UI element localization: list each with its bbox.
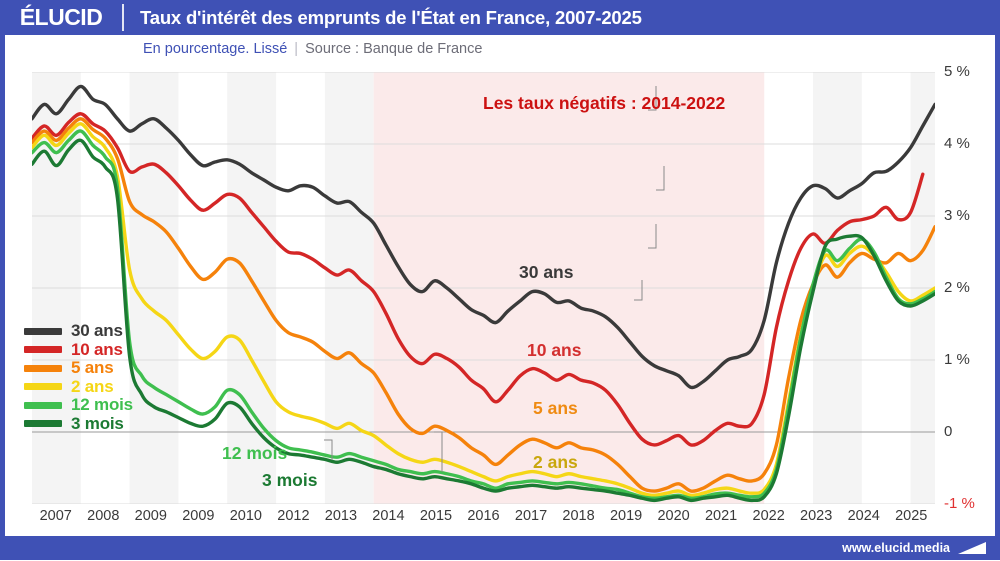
annotation-10-ans: 10 ans [527,340,582,360]
legend-swatch [24,327,62,335]
x-axis-tick: 2014 [372,508,405,524]
x-axis-tick: 2021 [704,508,738,524]
series-line-3-mois [32,138,935,503]
chart-plot-area [32,72,935,504]
app-footer: www.elucid.media [0,536,1000,560]
x-axis-tick: 2019 [609,508,643,524]
y-axis-tick: 1 % [944,351,970,368]
annotation-leader-lines [324,86,665,472]
x-axis-tick: 2025 [895,508,928,524]
line-chart [32,72,935,504]
subtitle-source: Source : Banque de France [305,41,483,57]
legend-swatch [24,346,62,354]
series-line-5-ans [32,117,935,493]
x-axis-tick: 2007 [39,508,72,524]
annotation-12-mois: 12 mois [222,443,288,463]
legend-item[interactable]: 3 mois [24,413,133,434]
annotation-2-ans: 2 ans [533,452,578,472]
y-axis-tick: 4 % [944,135,970,152]
legend-label: 2 ans [71,376,114,396]
y-axis-tick: -1 % [944,495,975,512]
y-axis-tick: 5 % [944,63,970,80]
subtitle-units: En pourcentage. Lissé [143,41,288,57]
header-divider [122,4,124,31]
left-rail [0,35,5,536]
chart-subtitle: En pourcentage. Lissé | Source : Banque … [143,38,482,60]
legend-label: 3 mois [71,413,124,433]
legend-swatch [24,401,62,409]
y-axis-tick: 2 % [944,279,970,296]
annotation-5-ans: 5 ans [533,398,578,418]
x-axis-tick: 2009 [182,508,215,524]
y-axis-tick: 0 [944,423,953,440]
x-axis: 2007 2008 2009 2009 2010 2012 2013 2014 2015 2016… [0,508,1000,536]
x-axis-tick: 2009 [134,508,167,524]
legend-item[interactable]: 12 mois [24,395,133,415]
legend-item[interactable]: 2 ans [24,376,133,397]
arrow-icon [956,540,990,556]
annotation-negative-rates: Les taux négatifs : 2014-2022 [483,93,726,113]
y-axis: 5 % 4 % 3 % 2 % 1 % 0 -1 % [938,58,998,518]
app-header: ÉLUCID Taux d'intérêt des emprunts de l'… [0,0,1000,35]
series-line-30-ans [32,84,935,390]
x-axis-tick: 2010 [229,508,262,524]
x-axis-tick: 2018 [562,508,595,524]
series-line-10-ans [32,112,925,447]
page-title: Taux d'intérêt des emprunts de l'État en… [140,6,642,28]
x-axis-tick: 2022 [752,508,785,524]
x-axis-tick: 2016 [467,508,500,524]
x-axis-tick: 2008 [87,508,120,524]
x-axis-tick: 2023 [800,508,833,524]
legend-label: 30 ans [71,321,123,341]
subtitle-separator: | [294,41,299,57]
x-axis-tick: 2013 [324,508,358,524]
website-url: www.elucid.media [842,541,950,555]
x-axis-tick: 2012 [277,508,310,524]
y-axis-tick: 3 % [944,207,970,224]
annotation-3-mois: 3 mois [262,470,318,490]
legend-label: 5 ans [71,358,114,378]
x-axis-tick: 2024 [847,508,880,524]
legend-item[interactable]: 10 ans [24,339,133,360]
right-rail [995,35,1000,536]
legend-item[interactable]: 5 ans [24,358,133,378]
series-lines [32,84,935,503]
x-axis-tick: 2020 [657,508,690,524]
legend-label: 10 ans [71,339,123,359]
x-axis-tick: 2015 [419,508,453,524]
legend-swatch [24,364,62,372]
legend-swatch [24,420,62,428]
chart-legend: 30 ans 10 ans 5 ans 2 ans 12 mois 3 mois [24,321,133,434]
legend-label: 12 mois [71,395,133,415]
elucid-logo: ÉLUCID [19,4,103,30]
legend-swatch [24,383,62,391]
annotation-30-ans: 30 ans [519,262,574,282]
legend-item[interactable]: 30 ans [24,321,133,341]
x-axis-tick: 2017 [514,508,548,524]
